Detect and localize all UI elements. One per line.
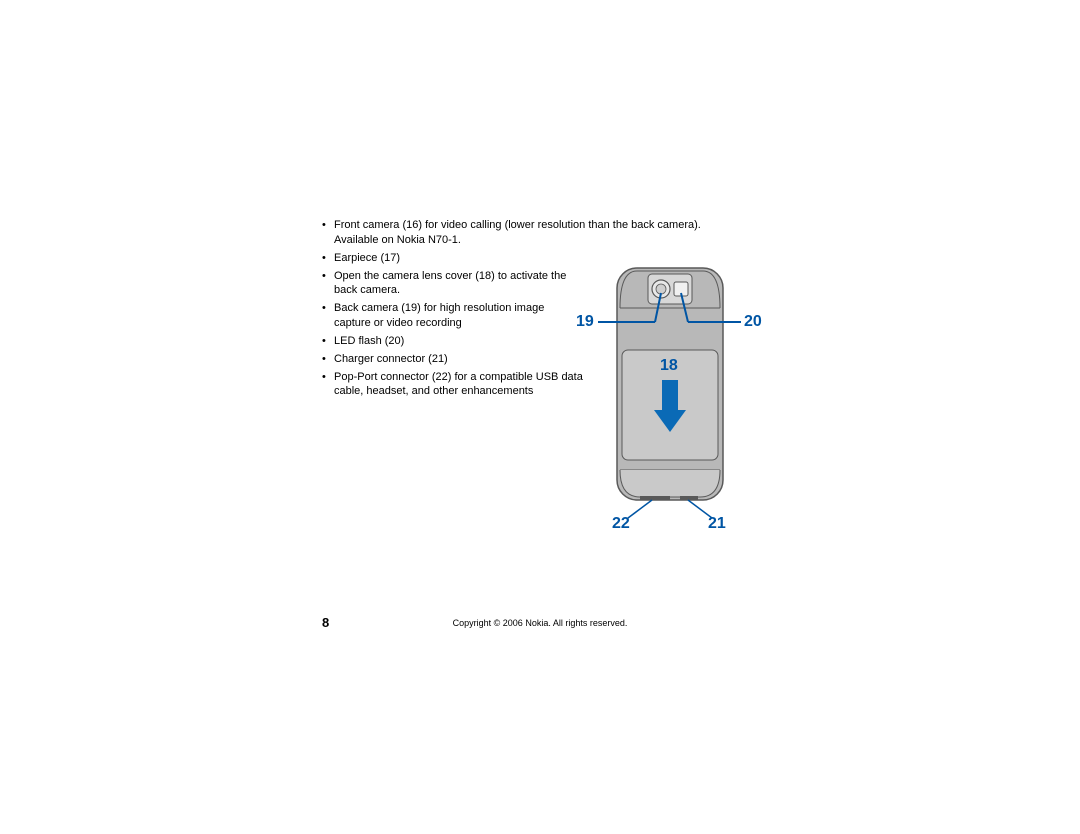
list-item: Open the camera lens cover (18) to activ… [320, 269, 584, 299]
list-item: Front camera (16) for video calling (low… [320, 218, 740, 248]
bullet-text: Pop-Port connector (22) for a compatible… [334, 371, 583, 398]
bullet-text: Back camera (19) for high resolution ima… [334, 302, 544, 329]
callout-21: 21 [708, 515, 726, 533]
phone-svg [570, 260, 770, 540]
list-item: Back camera (19) for high resolution ima… [320, 301, 584, 331]
bullet-text: Charger connector (21) [334, 353, 448, 365]
footer-copyright: Copyright © 2006 Nokia. All rights reser… [0, 618, 1080, 628]
bullet-text: Front camera (16) for video calling (low… [334, 219, 701, 246]
bullet-text: Open the camera lens cover (18) to activ… [334, 270, 566, 297]
phone-diagram: 19 20 18 22 21 [570, 260, 770, 540]
bullet-text: Earpiece (17) [334, 252, 400, 264]
bullet-text: LED flash (20) [334, 335, 404, 347]
list-item: Pop-Port connector (22) for a compatible… [320, 370, 584, 400]
list-item: Charger connector (21) [320, 352, 584, 367]
callout-18: 18 [660, 357, 678, 375]
callout-20: 20 [744, 313, 762, 331]
list-item: LED flash (20) [320, 334, 584, 349]
callout-19: 19 [576, 313, 594, 331]
callout-22: 22 [612, 515, 630, 533]
